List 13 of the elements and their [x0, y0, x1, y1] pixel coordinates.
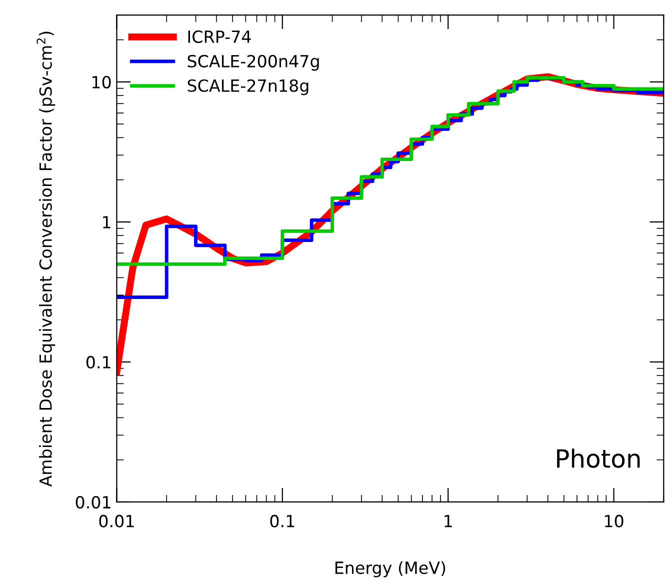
- x-axis-title: Energy (MeV): [335, 561, 446, 578]
- y-tick-label: 0.01: [76, 496, 110, 509]
- y-tick-label: 10: [92, 76, 111, 88]
- legend-label: SCALE-27n18g: [188, 79, 308, 96]
- x-tick-label: 10: [605, 514, 624, 528]
- annotation: Photon: [557, 448, 640, 468]
- y-tick-label: 0.1: [86, 356, 110, 369]
- y-tick-label: 1: [103, 216, 110, 228]
- x-tick-label: 0.1: [270, 514, 294, 528]
- x-tick-label: 1: [444, 514, 452, 528]
- y-axis-title: Ambient Dose Equivalent Conversion Factor (pSv-cm$^{2}$): [36, 32, 56, 487]
- legend-label: SCALE-200n47g: [188, 54, 319, 71]
- legend-label: ICRP-74: [188, 30, 251, 44]
